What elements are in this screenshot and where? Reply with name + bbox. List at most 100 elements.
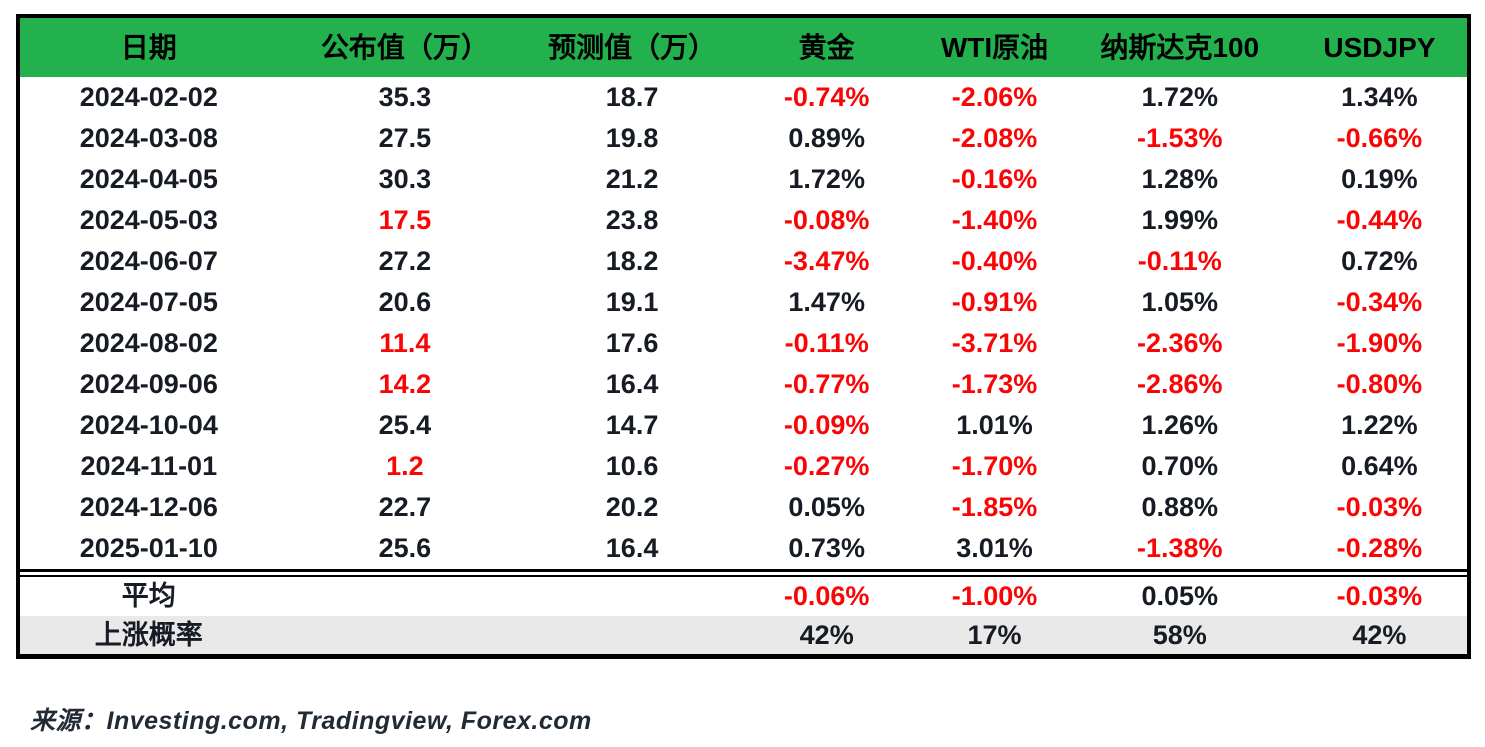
cell-wti-crude: -2.06% [951,82,1038,112]
cell-usdjpy: -0.03% [1336,492,1423,522]
cell-nasdaq100: 1.28% [1141,164,1219,194]
cell-nasdaq100: 1.05% [1141,287,1219,317]
average-wti-crude: -1.00% [951,581,1038,611]
cell-usdjpy: 0.19% [1341,164,1418,194]
cell-gold: 1.47% [788,287,865,317]
rise-probability-row: 上涨概率 42% 17% 58% 42% [20,616,1467,654]
col-header-usdjpy: USDJPY [1323,31,1436,63]
cell-forecast-value: 16.4 [605,369,659,399]
table-row: 2024-07-05 20.6 19.1 1.47% -0.91% 1.05% -0.34% [20,282,1467,323]
cell-published-value: 1.2 [386,451,424,481]
cell-nasdaq100: -1.38% [1136,533,1223,563]
table-row: 2024-12-06 22.7 20.2 0.05% -1.85% 0.88% -0.03% [20,487,1467,528]
cell-usdjpy: 0.64% [1341,451,1418,481]
cell-published-value: 20.6 [378,287,432,317]
table-header-row: 日期 公布值（万） 预测值（万） 黄金 WTI原油 纳斯达克100 USDJPY [20,18,1467,77]
cell-forecast-value: 19.1 [605,287,659,317]
col-header-gold: 黄金 [798,31,855,63]
probability-gold: 42% [799,619,854,650]
cell-forecast-value: 23.8 [605,205,659,235]
cell-usdjpy: 1.34% [1341,82,1418,112]
average-label: 平均 [121,581,176,611]
cell-usdjpy: -0.44% [1336,205,1423,235]
average-usdjpy: -0.03% [1336,581,1423,611]
cell-gold: 1.72% [788,164,865,194]
cell-usdjpy: -0.28% [1336,533,1423,563]
cell-wti-crude: -1.70% [951,451,1038,481]
table-row: 2024-09-06 14.2 16.4 -0.77% -1.73% -2.86% -0.8… [20,364,1467,405]
table-row: 2025-01-10 25.6 16.4 0.73% 3.01% -1.38% -0.28% [20,528,1467,569]
cell-usdjpy: 1.22% [1341,410,1418,440]
cell-date: 2024-04-05 [79,164,218,194]
cell-forecast-value: 14.7 [605,410,659,440]
cell-nasdaq100: -0.11% [1137,246,1222,276]
cell-nasdaq100: -2.36% [1136,328,1223,358]
cell-nasdaq100: -2.86% [1136,369,1223,399]
cell-wti-crude: -0.40% [951,246,1038,276]
cell-usdjpy: -0.66% [1336,123,1423,153]
cell-gold: 0.73% [788,533,865,563]
probability-nasdaq100: 58% [1152,619,1207,650]
cell-wti-crude: -1.73% [951,369,1038,399]
cell-date: 2024-03-08 [79,123,218,153]
cell-gold: -0.08% [783,205,870,235]
cell-wti-crude: -0.91% [951,287,1038,317]
table-row: 2024-04-05 30.3 21.2 1.72% -0.16% 1.28% 0.19% [20,159,1467,200]
cell-forecast-value: 16.4 [605,533,659,563]
cell-date: 2024-09-06 [79,369,218,399]
cell-usdjpy: -0.80% [1336,369,1423,399]
cell-gold: -0.09% [783,410,870,440]
cell-published-value: 17.5 [378,205,432,235]
cell-published-value: 30.3 [378,164,432,194]
cell-date: 2024-10-04 [79,410,218,440]
cell-date: 2024-02-02 [79,82,218,112]
cell-nasdaq100: -1.53% [1136,123,1223,153]
cell-published-value: 11.4 [379,328,431,358]
cell-wti-crude: -1.85% [951,492,1038,522]
col-header-published-value: 公布值（万） [320,31,489,63]
cell-gold: -3.47% [783,246,870,276]
cell-forecast-value: 19.8 [605,123,659,153]
cell-date: 2024-07-05 [79,287,218,317]
cell-nasdaq100: 0.88% [1141,492,1219,522]
cell-gold: -0.77% [783,369,870,399]
cell-forecast-value: 18.7 [605,82,659,112]
table-row: 2024-10-04 25.4 14.7 -0.09% 1.01% 1.26% 1.22% [20,405,1467,446]
table-row: 2024-06-07 27.2 18.2 -3.47% -0.40% -0.11% 0.72… [20,241,1467,282]
cell-gold: 0.89% [788,123,865,153]
cell-usdjpy: -1.90% [1336,328,1423,358]
cell-nasdaq100: 1.26% [1141,410,1219,440]
cell-published-value: 25.4 [378,410,432,440]
rise-probability-label: 上涨概率 [94,619,203,650]
cell-usdjpy: 0.72% [1341,246,1418,276]
cell-date: 2024-06-07 [79,246,218,276]
cell-gold: -0.27% [783,451,870,481]
cell-published-value: 22.7 [378,492,432,522]
table-body: 2024-02-02 35.3 18.7 -0.74% -2.06% 1.72% 1.34%… [20,77,1467,569]
cell-date: 2024-05-03 [79,205,218,235]
col-header-wti-crude: WTI原油 [940,31,1049,63]
average-gold: -0.06% [783,581,870,611]
cell-published-value: 27.5 [378,123,432,153]
col-header-date: 日期 [120,31,177,63]
cell-wti-crude: 1.01% [956,410,1033,440]
cell-nasdaq100: 1.99% [1141,205,1219,235]
nfp-reaction-table: 日期 公布值（万） 预测值（万） 黄金 WTI原油 纳斯达克100 USDJPY 2024-… [16,14,1471,659]
table-row: 2024-05-03 17.5 23.8 -0.08% -1.40% 1.99% -0.44… [20,200,1467,241]
cell-forecast-value: 17.6 [605,328,659,358]
probability-usdjpy: 42% [1352,619,1407,650]
cell-date: 2024-11-01 [80,451,218,481]
cell-published-value: 35.3 [378,82,432,112]
section-divider [20,569,1467,577]
cell-published-value: 25.6 [378,533,432,563]
cell-gold: -0.11% [784,328,869,358]
cell-wti-crude: -2.08% [951,123,1038,153]
cell-forecast-value: 20.2 [605,492,659,522]
source-note: 来源：Investing.com, Tradingview, Forex.com [30,707,592,735]
cell-usdjpy: -0.34% [1336,287,1423,317]
table-row: 2024-02-02 35.3 18.7 -0.74% -2.06% 1.72% 1.34% [20,77,1467,118]
col-header-nasdaq100: 纳斯达克100 [1100,31,1260,63]
cell-wti-crude: 3.01% [956,533,1033,563]
cell-gold: 0.05% [788,492,865,522]
cell-forecast-value: 18.2 [605,246,659,276]
